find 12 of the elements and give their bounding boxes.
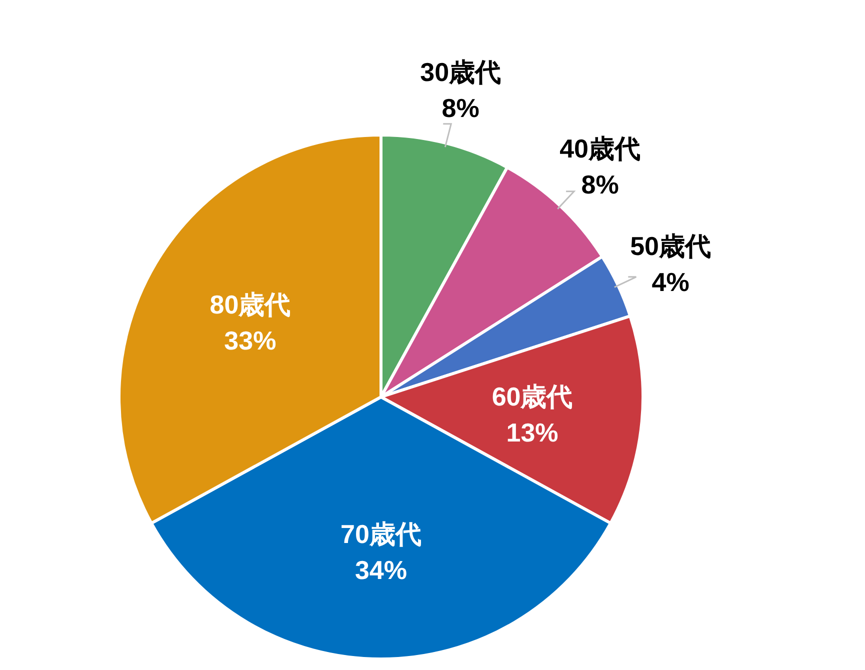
slice-label: 50歳代 (630, 230, 712, 261)
data-label: 33% (224, 326, 276, 356)
slice-label: 40歳代 (560, 134, 641, 164)
data-label: 8% (442, 93, 480, 124)
slice-label: 70歳代 (340, 518, 422, 549)
slice-label: 30歳代 (420, 57, 502, 88)
data-label: 13% (506, 417, 558, 448)
data-label: 4% (652, 266, 690, 297)
data-label: 8% (581, 170, 619, 200)
data-label: 34% (354, 554, 408, 585)
slice-label: 80歳代 (210, 290, 291, 320)
slice-label: 60歳代 (492, 381, 573, 412)
